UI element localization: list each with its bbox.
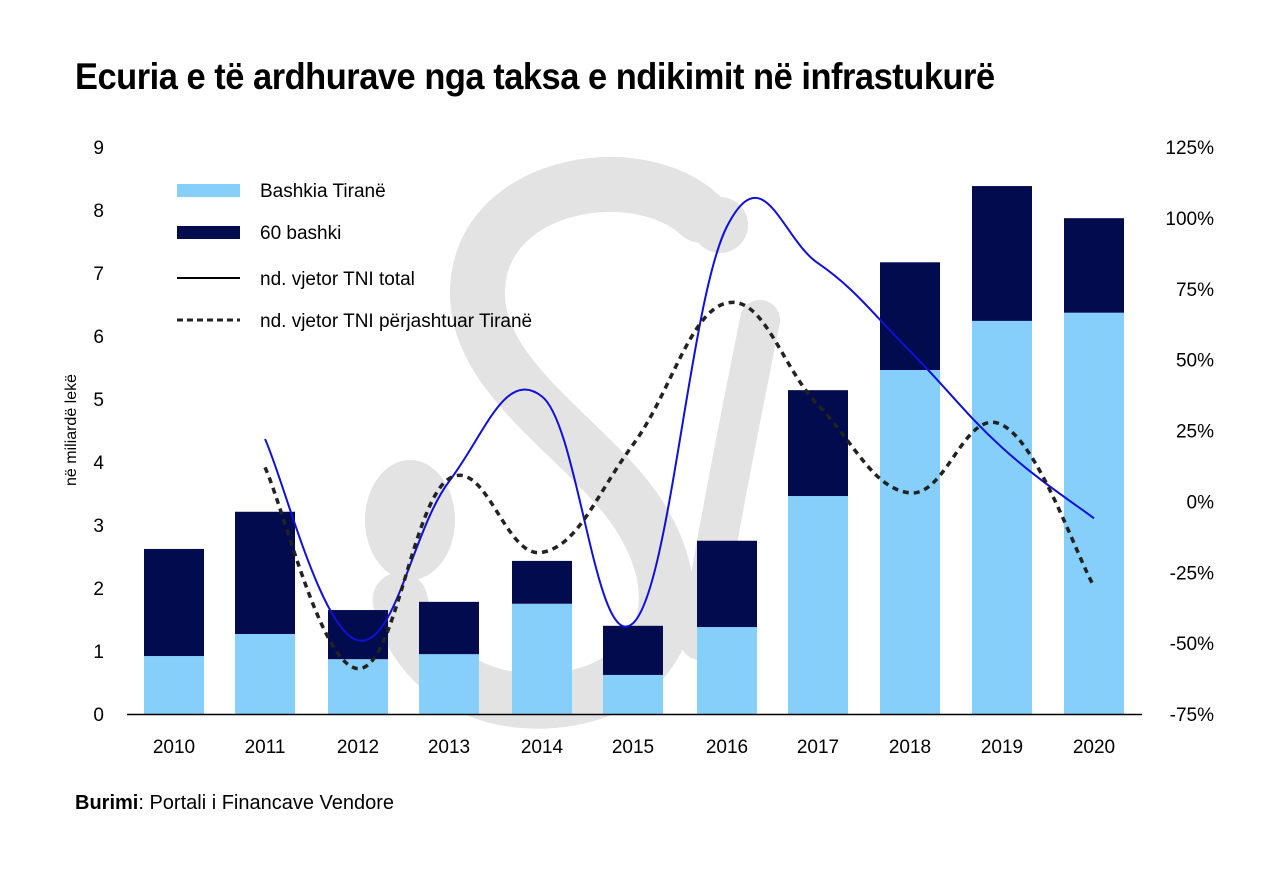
y-tick-label: 9 bbox=[93, 138, 104, 159]
bar-bashkia-tirane-2010 bbox=[144, 656, 204, 714]
x-tick-label: 2015 bbox=[612, 737, 654, 758]
y2-tick-label: 125% bbox=[1165, 138, 1214, 159]
y2-tick-label: 25% bbox=[1176, 422, 1214, 443]
y-tick-label: 5 bbox=[93, 390, 104, 411]
y2-tick-label: 100% bbox=[1165, 209, 1214, 230]
legend-swatch-tirane bbox=[177, 184, 240, 197]
y2-tick-label: -25% bbox=[1170, 563, 1214, 584]
y2-tick-label: 75% bbox=[1176, 280, 1214, 301]
bar-bashkia-tirane-2015 bbox=[603, 674, 663, 714]
y-tick-label: 3 bbox=[93, 516, 104, 537]
bar-60-bashki-2014 bbox=[512, 560, 572, 604]
bar-60-bashki-2010 bbox=[144, 548, 204, 657]
y-tick-label: 4 bbox=[93, 453, 104, 474]
bar-bashkia-tirane-2013 bbox=[419, 654, 479, 714]
y2-tick-label: -50% bbox=[1170, 634, 1214, 655]
bar-60-bashki-2017 bbox=[788, 390, 848, 497]
legend-label: nd. vjetor TNI përjashtuar Tiranë bbox=[260, 311, 532, 332]
bar-bashkia-tirane-2011 bbox=[235, 633, 295, 714]
watermark-s-tail bbox=[365, 460, 455, 580]
bar-60-bashki-2020 bbox=[1064, 218, 1124, 313]
bar-60-bashki-2019 bbox=[972, 186, 1032, 321]
bar-60-bashki-2011 bbox=[235, 511, 295, 634]
x-tick-label: 2016 bbox=[706, 737, 748, 758]
legend-swatch-60-bashki bbox=[177, 226, 240, 239]
y2-tick-label: 0% bbox=[1187, 492, 1215, 513]
bar-60-bashki-2015 bbox=[603, 625, 663, 675]
bar-bashkia-tirane-2019 bbox=[972, 320, 1032, 714]
bar-bashkia-tirane-2016 bbox=[697, 627, 757, 714]
source-text: : Portali i Financave Vendore bbox=[138, 792, 395, 814]
legend-label: Bashkia Tiranë bbox=[260, 181, 386, 202]
y-tick-label: 1 bbox=[93, 642, 104, 663]
legend: Bashkia Tiranë 60 bashki nd. vjetor TNI to… bbox=[177, 181, 532, 332]
x-tick-label: 2018 bbox=[889, 737, 931, 758]
x-tick-label: 2012 bbox=[337, 737, 379, 758]
bar-60-bashki-2016 bbox=[697, 540, 757, 628]
chart-title: Ecuria e të ardhurave nga taksa e ndikim… bbox=[75, 56, 995, 97]
x-tick-label: 2011 bbox=[245, 737, 286, 758]
x-tick-label: 2014 bbox=[521, 737, 564, 758]
y2-tick-label: 50% bbox=[1176, 351, 1214, 372]
x-tick-label: 2019 bbox=[981, 737, 1023, 758]
bar-bashkia-tirane-2014 bbox=[512, 603, 572, 714]
y-tick-label: 6 bbox=[93, 327, 104, 348]
x-tick-label: 2010 bbox=[153, 737, 195, 758]
x-tick-label: 2013 bbox=[428, 737, 470, 758]
y-axis-label: në miliardë lekë bbox=[63, 374, 80, 486]
source-label: Burimi bbox=[75, 792, 139, 814]
bar-bashkia-tirane-2020 bbox=[1064, 312, 1124, 714]
source-note: Burimi: Portali i Financave Vendore bbox=[75, 792, 394, 815]
x-tick-label: 2017 bbox=[797, 737, 839, 758]
y2-tick-label: -75% bbox=[1170, 705, 1214, 726]
y-tick-label: 2 bbox=[93, 579, 104, 600]
bar-bashkia-tirane-2017 bbox=[788, 496, 848, 714]
bar-bashkia-tirane-2012 bbox=[328, 659, 388, 714]
legend-label: 60 bashki bbox=[260, 223, 341, 244]
watermark-i-dot bbox=[692, 197, 748, 253]
legend-label: nd. vjetor TNI total bbox=[260, 269, 415, 290]
line-tni-perjashtuar-tirane bbox=[263, 300, 1096, 671]
bar-60-bashki-2018 bbox=[880, 262, 940, 371]
bar-60-bashki-2013 bbox=[419, 601, 479, 655]
x-tick-label: 2020 bbox=[1073, 737, 1115, 758]
y-tick-label: 0 bbox=[93, 705, 104, 726]
y-tick-label: 7 bbox=[93, 264, 104, 285]
y-tick-label: 8 bbox=[93, 201, 104, 222]
bar-bashkia-tirane-2018 bbox=[880, 370, 940, 714]
